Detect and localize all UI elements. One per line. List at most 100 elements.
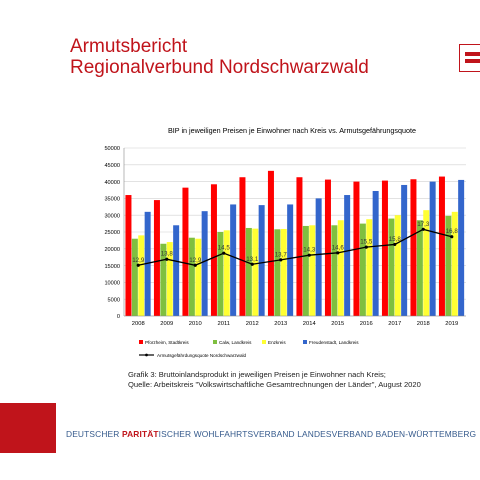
- x-tick-label: 2010: [189, 321, 202, 327]
- bar: [344, 195, 351, 316]
- bar: [280, 228, 287, 316]
- x-tick-label: 2014: [303, 321, 317, 327]
- x-tick-label: 2009: [160, 321, 173, 327]
- x-tick-label: 2008: [132, 321, 145, 327]
- x-tick-label: 2012: [246, 321, 259, 327]
- bar: [230, 204, 237, 316]
- bar: [138, 235, 145, 316]
- y-tick-label: 40000: [104, 180, 120, 186]
- bar: [252, 228, 259, 316]
- y-tick-label: 20000: [104, 247, 120, 253]
- bar: [309, 225, 316, 316]
- y-tick-label: 50000: [104, 146, 120, 152]
- y-tick-label: 45000: [104, 163, 120, 169]
- y-tick-label: 25000: [104, 230, 120, 236]
- bar: [173, 225, 180, 316]
- bar: [166, 242, 173, 316]
- line-point: [364, 245, 368, 249]
- x-tick-label: 2015: [331, 321, 344, 327]
- y-tick-label: 35000: [104, 197, 120, 203]
- bar: [131, 238, 138, 316]
- bar: [296, 177, 303, 316]
- line-data-label: 13,8: [161, 251, 174, 258]
- legend-label: Enzkreis: [268, 340, 286, 345]
- legend-line-marker: [145, 353, 148, 357]
- bar: [381, 180, 388, 316]
- y-tick-label: 5000: [108, 297, 120, 303]
- line-point: [336, 251, 340, 255]
- bar: [210, 184, 217, 316]
- x-tick-label: 2019: [445, 321, 458, 327]
- line-point: [393, 242, 397, 247]
- bar: [245, 227, 252, 316]
- bar: [182, 187, 189, 316]
- bar: [195, 238, 202, 316]
- y-tick-label: 0: [117, 314, 120, 320]
- bar: [388, 218, 395, 316]
- line-series-path: [138, 228, 452, 266]
- footer-organization: DEUTSCHER PARITÄTISCHER WOHLFAHRTSVERBAN…: [66, 429, 476, 439]
- legend-label: Calw, Landkreis: [219, 340, 252, 345]
- bar: [125, 195, 132, 316]
- bar: [160, 243, 167, 316]
- bar: [372, 191, 379, 316]
- bar: [274, 229, 281, 316]
- page-title: Armutsbericht Regionalverbund Nordschwar…: [70, 36, 369, 78]
- bar: [201, 211, 208, 316]
- bar: [445, 215, 452, 316]
- bar: [359, 223, 366, 316]
- bar: [153, 200, 160, 316]
- bar: [223, 230, 230, 316]
- line-data-label: 13,1: [246, 256, 259, 263]
- bar: [267, 170, 274, 316]
- line-point: [193, 263, 197, 267]
- line-data-label: 12,9: [189, 257, 202, 264]
- line-point: [250, 262, 254, 266]
- bar: [451, 211, 458, 316]
- footer-red-block: [0, 403, 56, 453]
- legend-swatch: [139, 340, 143, 344]
- title-line-2: Regionalverbund Nordschwarzwald: [70, 57, 369, 78]
- bar: [458, 179, 465, 316]
- y-tick-label: 30000: [104, 213, 120, 219]
- legend-swatch: [262, 340, 266, 344]
- line-point: [450, 235, 454, 239]
- line-data-label: 13,7: [275, 251, 288, 258]
- bar: [188, 237, 195, 316]
- bar: [337, 220, 344, 316]
- line-data-label: 15,8: [389, 236, 402, 243]
- line-point: [279, 258, 283, 262]
- bar: [438, 176, 445, 316]
- line-data-label: 14,6: [332, 244, 345, 251]
- chart-caption: Grafik 3: Bruttoinlandsprodukt in jeweil…: [128, 370, 421, 390]
- chart-title: BIP in jeweiligen Preisen je Einwohner n…: [168, 126, 416, 135]
- line-data-label: 14,3: [303, 247, 316, 254]
- legend-swatch: [303, 340, 307, 344]
- legend-label: Pforzheim, Stadtkreis: [145, 340, 189, 345]
- legend-swatch: [213, 340, 217, 344]
- bar: [416, 220, 423, 316]
- bar: [429, 181, 436, 316]
- caption-line-2: Quelle: Arbeitskreis "Volkswirtschaftlic…: [128, 380, 421, 389]
- line-point: [222, 251, 226, 255]
- line-data-label: 12,9: [132, 257, 145, 264]
- y-tick-label: 15000: [104, 264, 120, 270]
- footer-part-2: PARITÄT: [121, 429, 159, 439]
- line-point: [136, 263, 140, 267]
- bar: [287, 204, 294, 316]
- line-point: [307, 253, 311, 257]
- bar: [258, 205, 265, 316]
- footer-part-1: DEUTSCHER: [66, 429, 122, 439]
- x-tick-label: 2011: [218, 321, 230, 327]
- bar: [315, 198, 322, 316]
- x-tick-label: 2013: [274, 321, 287, 327]
- bar: [324, 179, 331, 316]
- bar: [394, 215, 401, 316]
- line-data-label: 16,8: [446, 228, 459, 235]
- bar: [423, 210, 430, 316]
- x-tick-label: 2017: [388, 321, 401, 327]
- line-data-label: 15,5: [360, 239, 373, 246]
- footer-part-3: ISCHER WOHLFAHRTSVERBAND LANDESVERBAND B…: [158, 429, 477, 439]
- legend-label: Armutsgefährdungsquote Nordschwarzwald: [157, 353, 247, 358]
- line-data-label: 17,3: [417, 221, 430, 228]
